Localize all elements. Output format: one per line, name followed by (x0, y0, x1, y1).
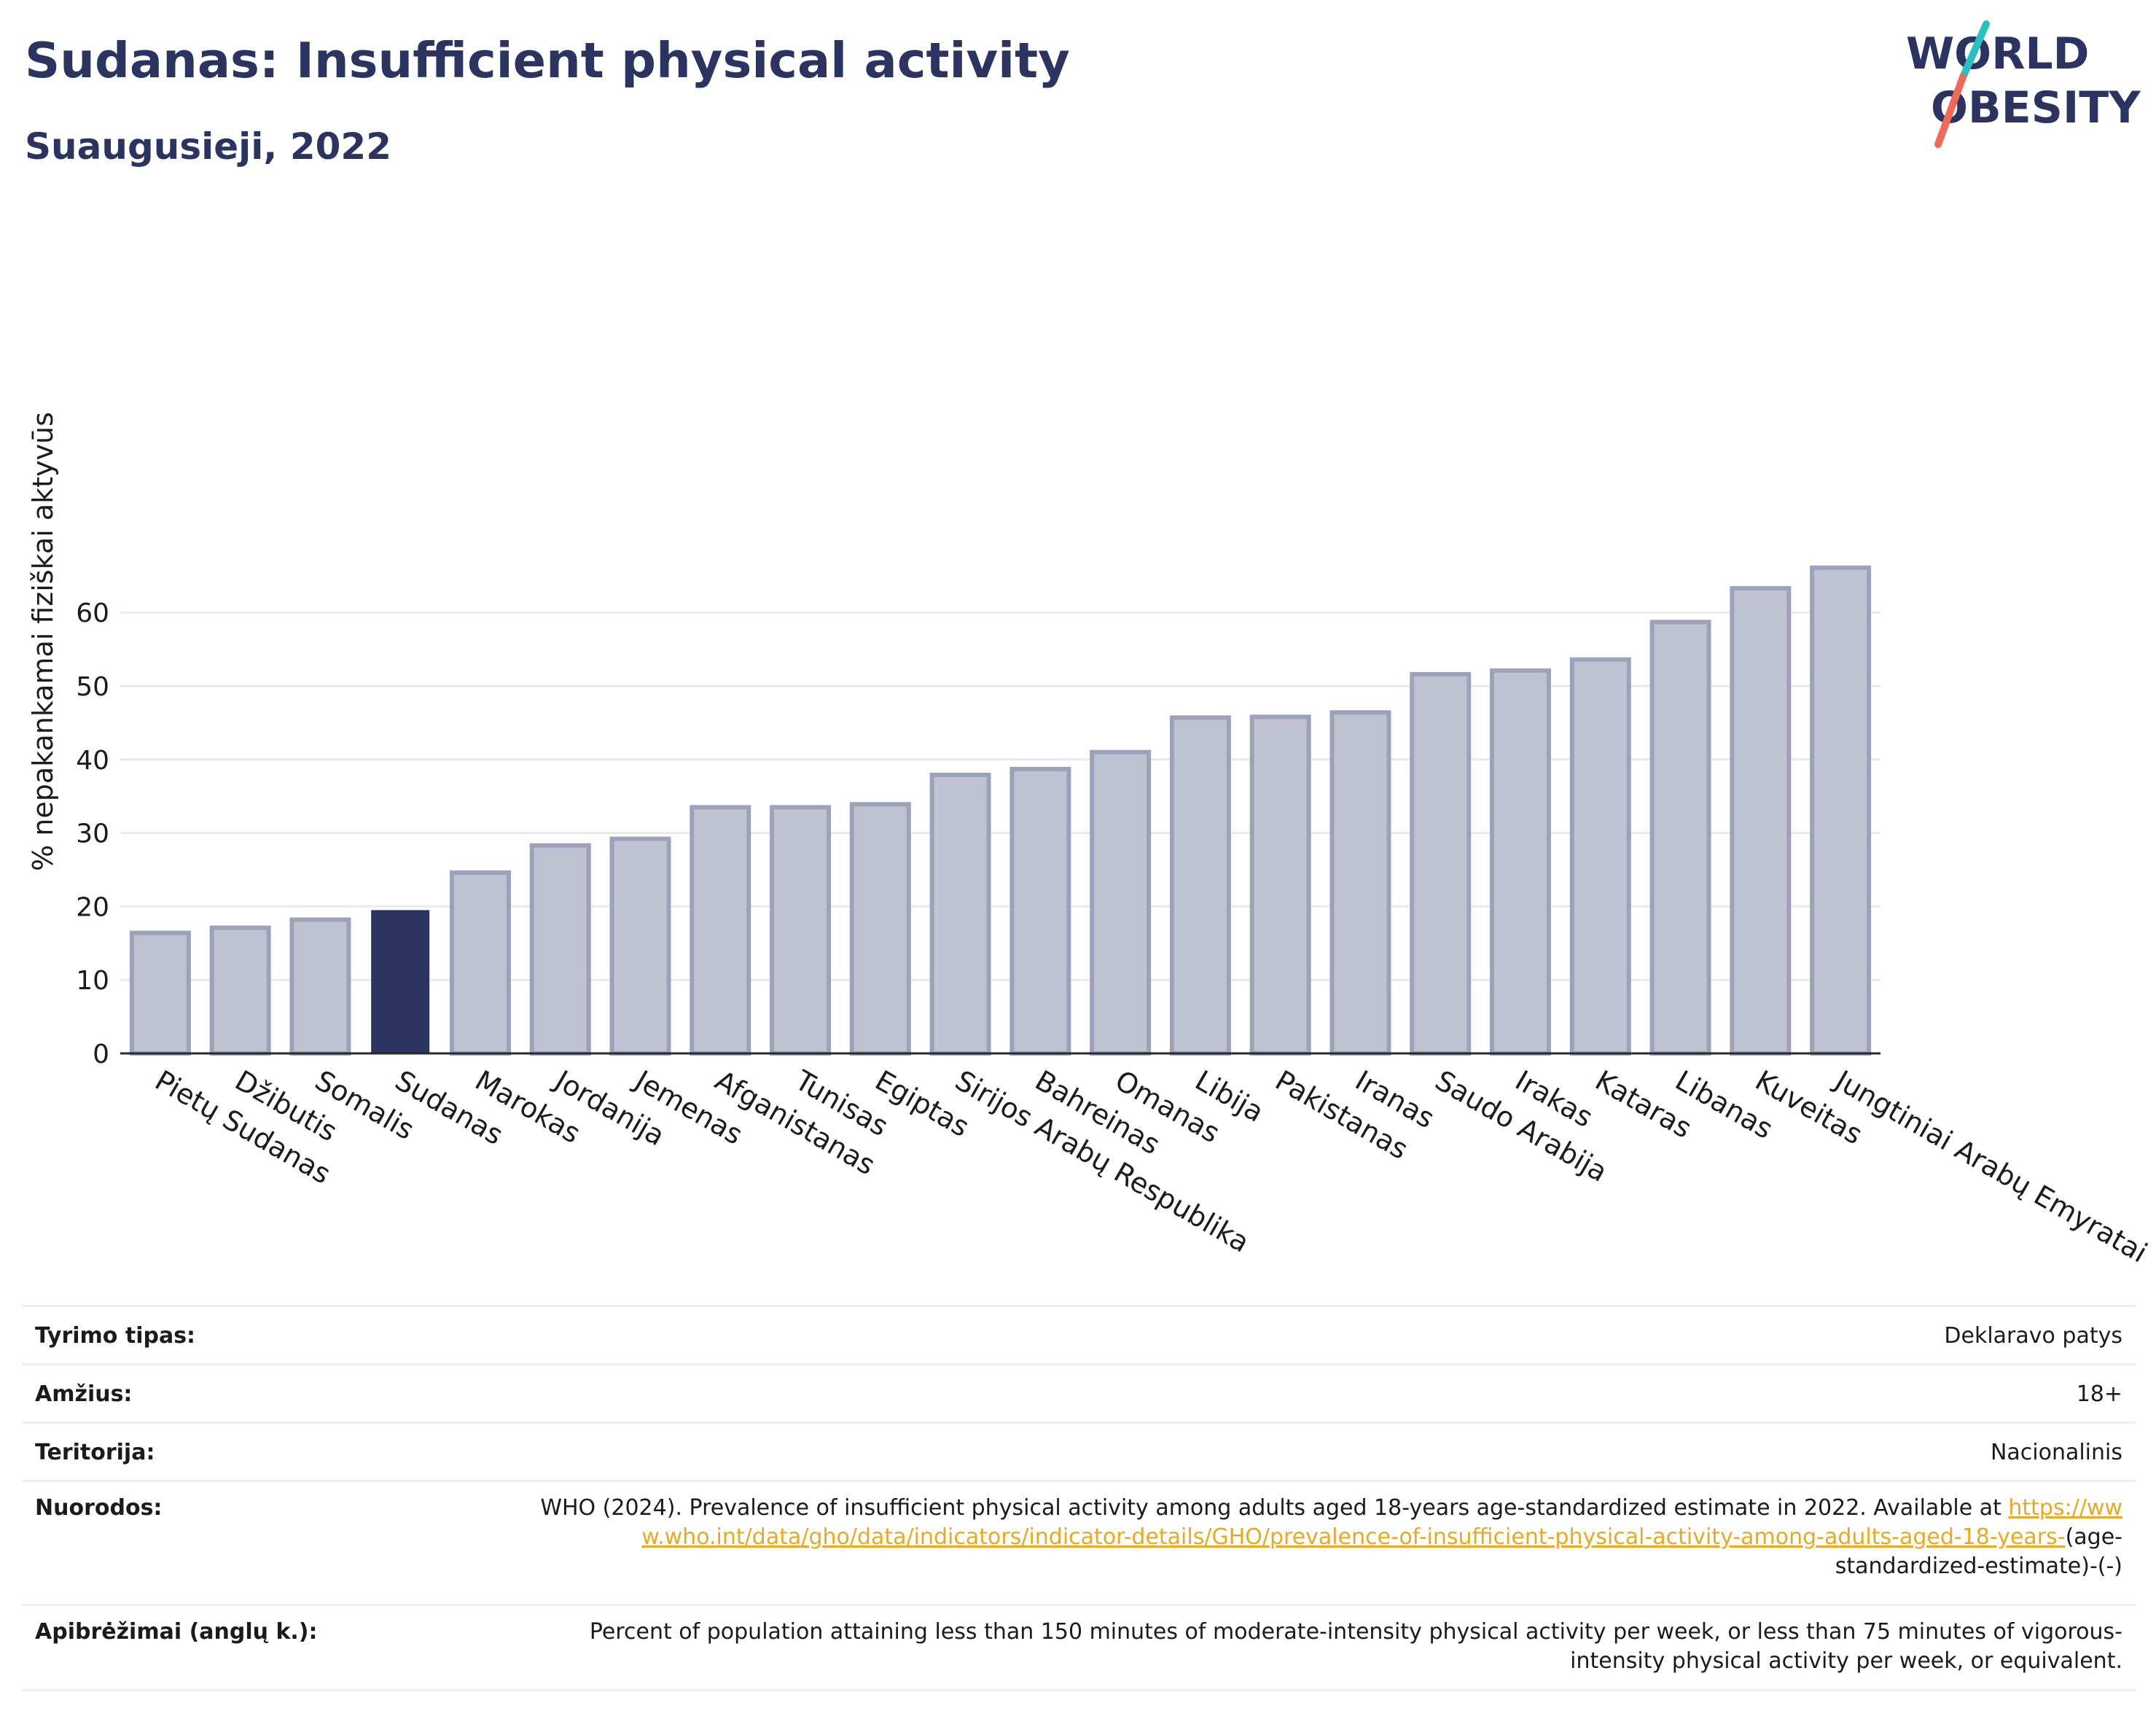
bar-jordanija (529, 843, 591, 1056)
info-value: 18+ (2077, 1380, 2122, 1409)
info-value: Nacionalinis (1991, 1438, 2122, 1467)
bar-pietų-sudanas (129, 930, 191, 1056)
reference-link[interactable]: https://www.who.int/data/gho/data/indica… (641, 1495, 2122, 1550)
info-row: Amžius: 18+ (22, 1363, 2136, 1422)
info-table: Tyrimo tipas: Deklaravo patys Amžius: 18+ Te… (22, 1305, 2136, 1691)
bar-iranas (1329, 710, 1391, 1056)
y-tick-label: 50 (76, 672, 109, 702)
info-value: Percent of population attaining less tha… (519, 1618, 2122, 1676)
info-label: Apibrėžimai (anglų k.): (35, 1619, 318, 1645)
bar-saudo-arabija (1410, 671, 1472, 1056)
info-value: WHO (2024). Prevalence of insufficient p… (519, 1494, 2122, 1581)
logo-line1: WORLD (1906, 28, 2089, 79)
bar-afganistanas (690, 805, 751, 1056)
info-label: Amžius: (35, 1381, 133, 1407)
y-tick-label: 30 (76, 819, 109, 849)
info-value: Deklaravo patys (1944, 1322, 2122, 1351)
bar-sudanas (371, 910, 430, 1054)
bar-jungtiniai-arabų-emyratai (1810, 565, 1872, 1056)
bar-kataras (1569, 657, 1631, 1056)
info-label: Tyrimo tipas: (35, 1323, 196, 1349)
bar-bahreinas (1009, 766, 1071, 1056)
world-obesity-logo: WORLD OBESITY (1906, 20, 2141, 148)
bar-irakas (1490, 668, 1552, 1056)
logo-line2: OBESITY (1931, 82, 2141, 133)
bar-libanas (1649, 620, 1711, 1056)
bar-marokas (449, 870, 511, 1056)
info-value-text: Percent of population attaining less tha… (589, 1619, 2122, 1674)
y-axis-label: % nepakankamai fiziškai aktyvūs (27, 412, 59, 871)
x-tick-label: Jungtiniai Arabų Emyratai (1829, 1064, 2153, 1269)
bar-pakistanas (1249, 714, 1311, 1056)
page-title: Sudanas: Insufficient physical activity (25, 32, 1070, 89)
y-tick-labels: 0 10 20 30 40 50 60 (76, 599, 109, 1069)
y-tick-label: 60 (76, 599, 109, 628)
y-tick-label: 40 (76, 746, 109, 776)
bar-chart: 0 10 20 30 40 50 60 Pietų SudanasDžibutisSomal… (27, 412, 2152, 1269)
bar-tunisas (770, 805, 832, 1056)
bar-sirijos-arabų-respublika (929, 772, 991, 1056)
y-tick-label: 20 (76, 892, 109, 922)
bar-kuveitas (1730, 585, 1792, 1056)
info-value-text: WHO (2024). Prevalence of insufficient p… (540, 1495, 2001, 1521)
info-value-text: Deklaravo patys (1944, 1323, 2122, 1349)
page-subtitle: Suaugusieji, 2022 (25, 125, 391, 168)
bars (129, 565, 1872, 1056)
bar-libija (1169, 715, 1231, 1056)
info-label: Nuorodos: (35, 1495, 163, 1521)
x-tick-labels: Pietų SudanasDžibutisSomalisSudanasMarok… (149, 1064, 2152, 1269)
info-row: Teritorija: Nacionalinis (22, 1422, 2136, 1480)
reference-suffix: (age-standardized-estimate)-(-) (1835, 1524, 2122, 1579)
info-row: Tyrimo tipas: Deklaravo patys (22, 1305, 2136, 1363)
y-tick-label: 10 (76, 966, 109, 996)
bar-džibutis (209, 925, 271, 1056)
info-row: Apibrėžimai (anglų k.): Percent of popula… (22, 1604, 2136, 1691)
y-tick-label: 0 (93, 1040, 109, 1069)
info-value-text: Nacionalinis (1990, 1440, 2122, 1465)
bar-egiptas (849, 802, 911, 1056)
bar-somalis (289, 917, 351, 1056)
info-label: Teritorija: (35, 1440, 155, 1465)
logo-slash-coral (1934, 74, 1966, 148)
bar-omanas (1090, 749, 1152, 1056)
info-row: Nuorodos: WHO (2024). Prevalence of insuf… (22, 1480, 2136, 1604)
logo-slash-teal (1959, 20, 1990, 81)
bar-jemenas (609, 836, 671, 1056)
info-value-text: 18+ (2076, 1381, 2122, 1407)
